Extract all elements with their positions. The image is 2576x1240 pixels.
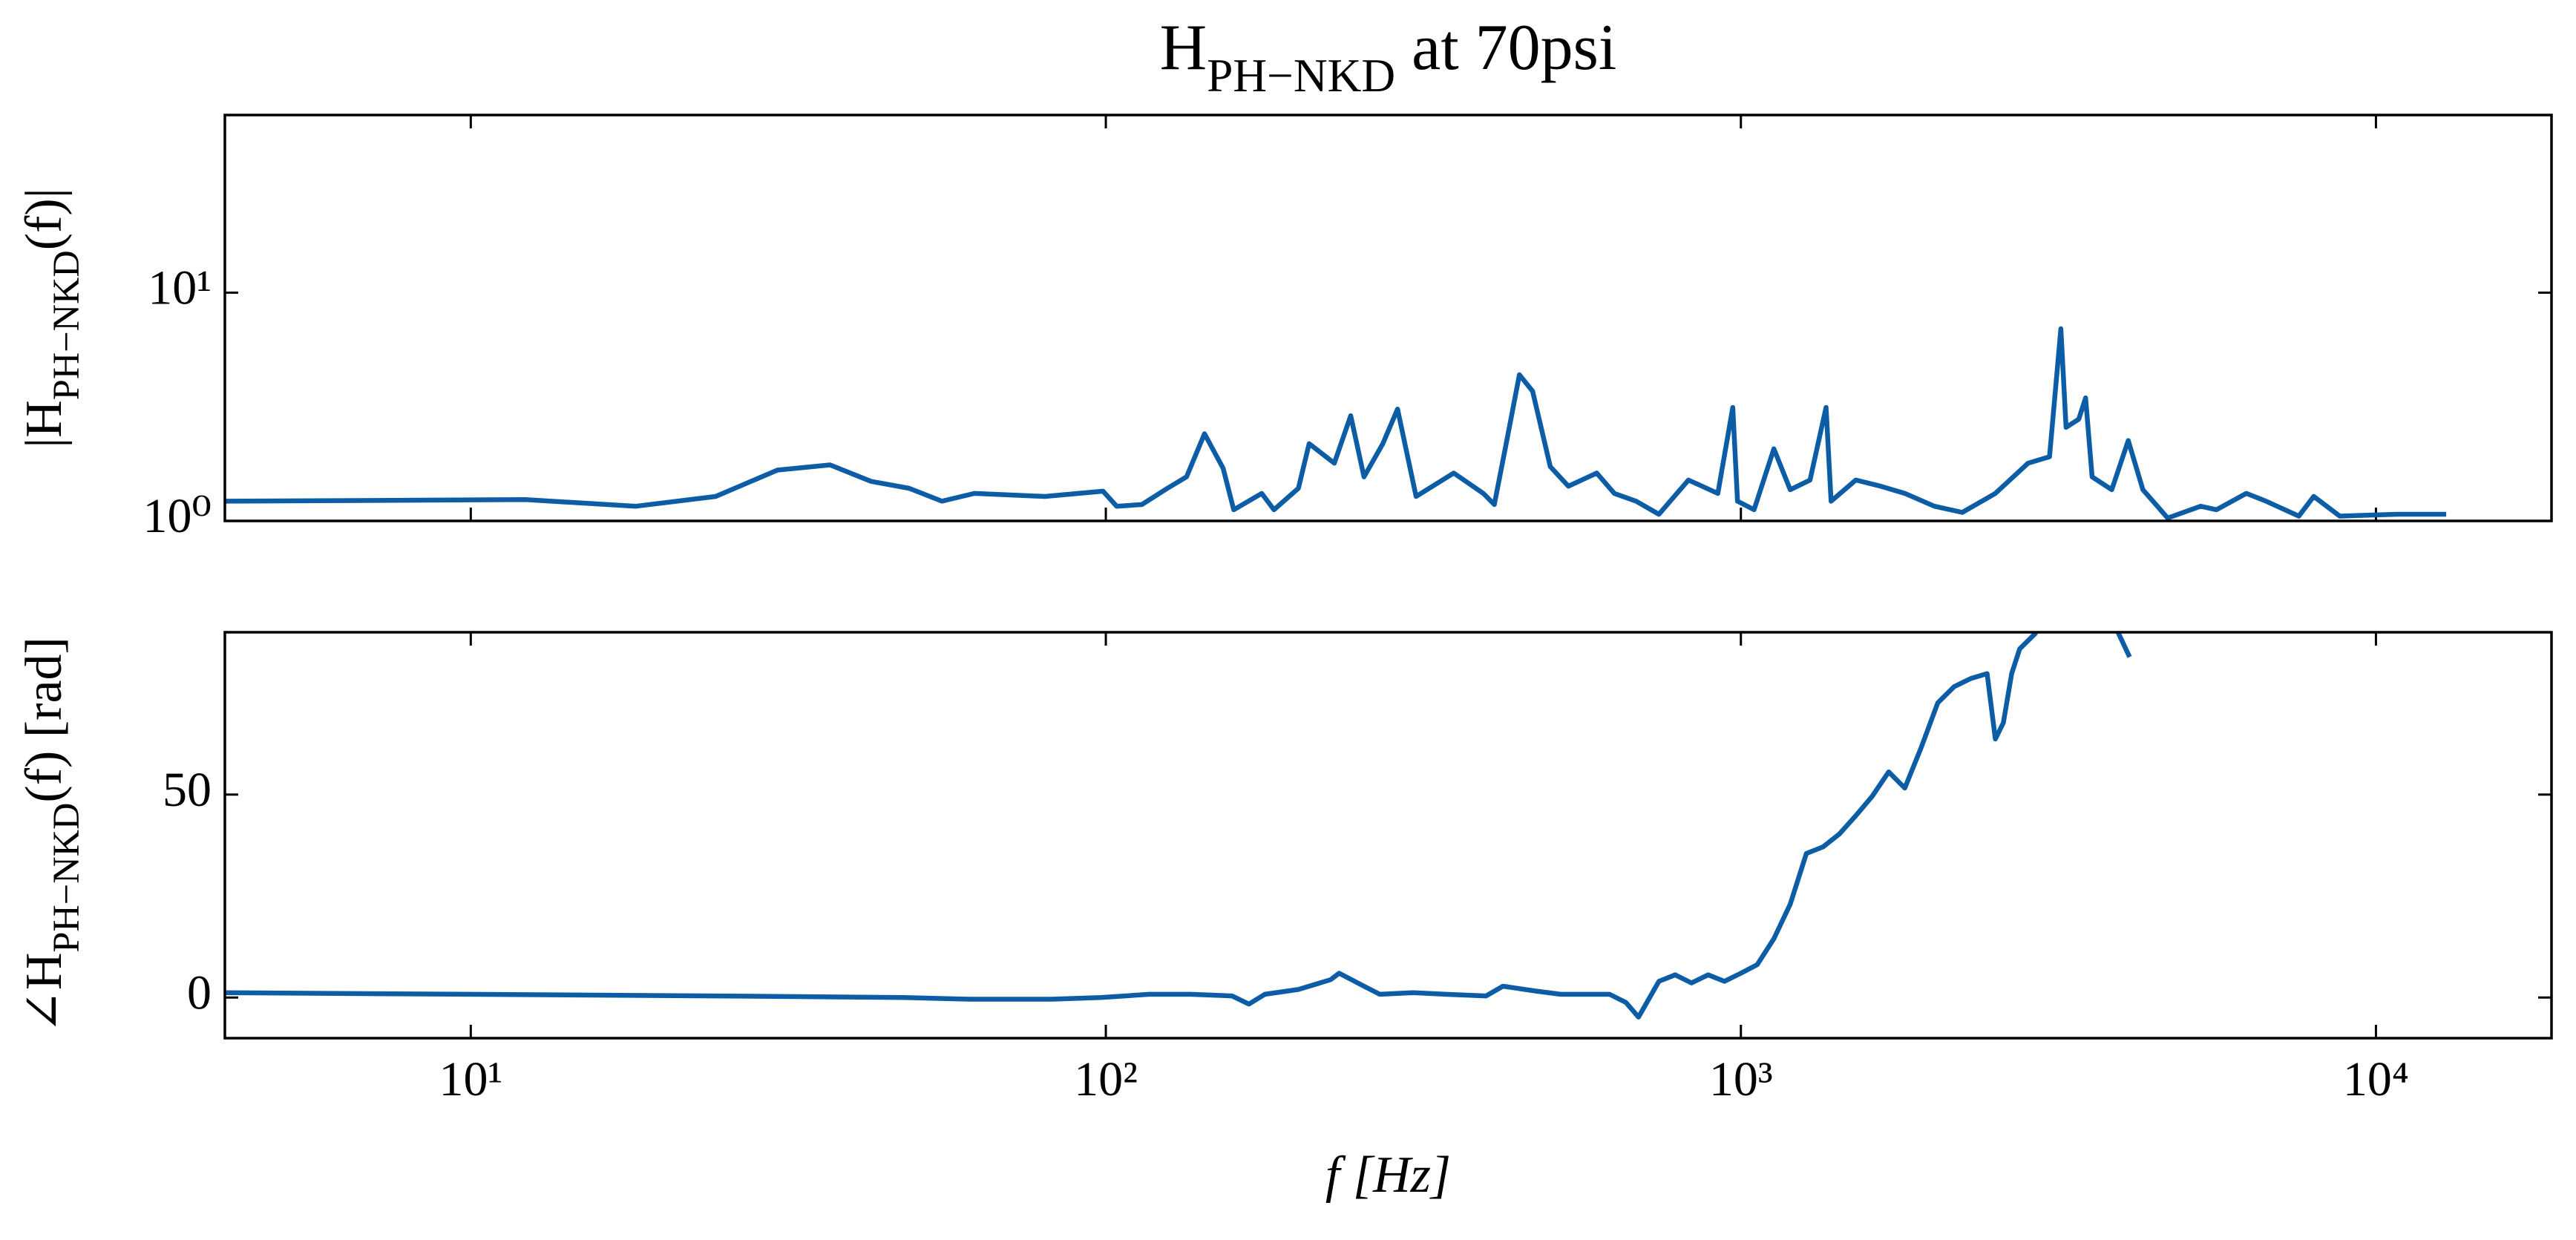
y-tick-label: 10⁰ <box>143 489 212 543</box>
y-tick-label: 50 <box>163 763 212 817</box>
axes-frame <box>223 114 2553 522</box>
x-tick-label: 10⁴ <box>2343 1052 2409 1106</box>
y-tick-label: 0 <box>187 965 212 1020</box>
data-line <box>225 632 2132 1020</box>
x-tick-label: 10¹ <box>439 1052 502 1106</box>
x-tick-label: 10² <box>1074 1052 1138 1106</box>
data-line <box>225 326 2447 521</box>
y-tick-label: 10¹ <box>148 261 212 315</box>
x-tick-label: 10³ <box>1709 1052 1773 1106</box>
axes-frame <box>223 631 2553 1040</box>
x-axis-label: f [Hz] <box>1325 1146 1451 1204</box>
